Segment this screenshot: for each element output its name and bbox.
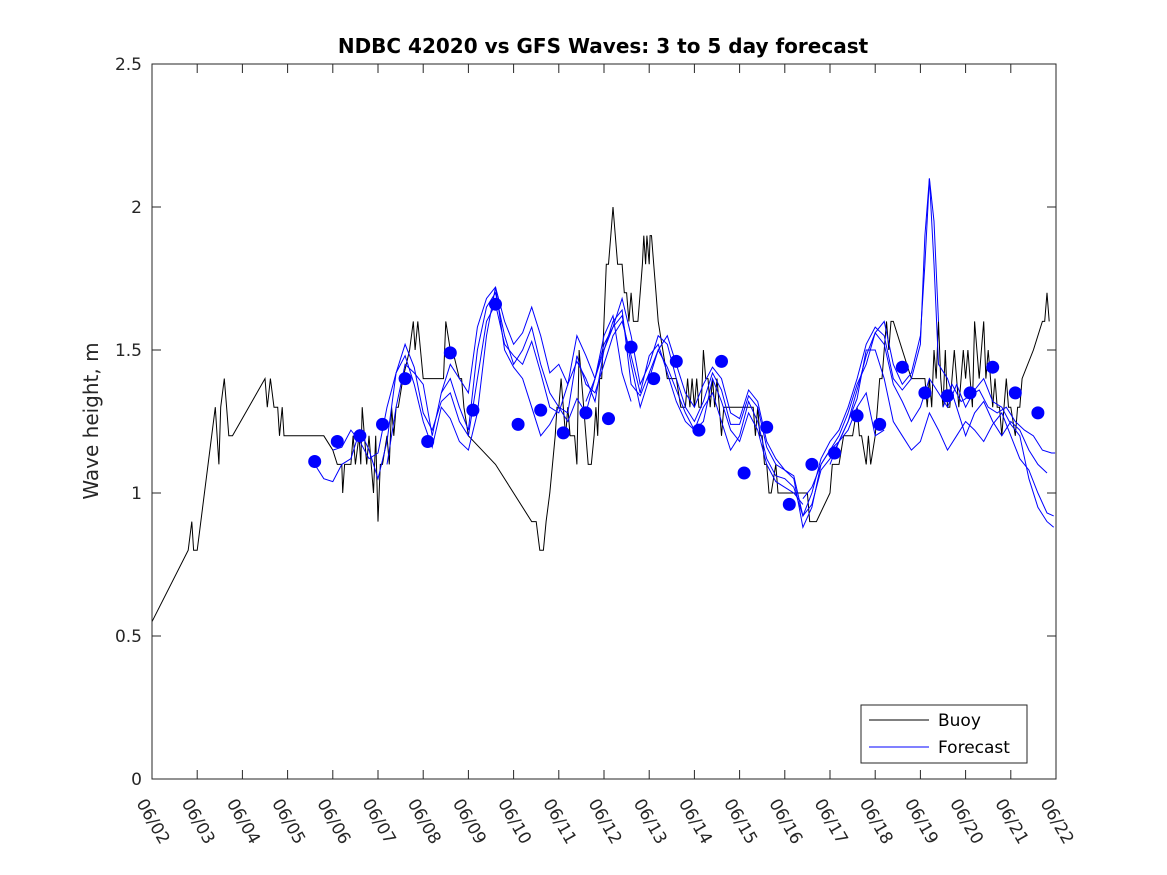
forecast-dot-28 (918, 386, 932, 400)
y-tick-label-4: 2 (131, 198, 142, 218)
x-tick-label-8: 06/10 (493, 796, 535, 848)
x-tick-label-6: 06/08 (403, 796, 445, 848)
forecast-dot-19 (715, 354, 728, 368)
forecast-dot-3 (353, 429, 367, 443)
x-tick-label-7: 06/09 (448, 796, 490, 848)
forecast-dot-18 (692, 423, 706, 437)
y-tick-label-0: 0 (131, 770, 142, 790)
x-tick-label-5: 06/07 (358, 796, 400, 848)
y-tick-label-2: 1 (131, 484, 142, 504)
forecast-dots (308, 297, 1045, 511)
x-tick-label-14: 06/16 (764, 796, 806, 848)
forecast-dot-17 (669, 354, 683, 368)
forecast-dot-15 (624, 340, 638, 354)
forecast-dot-32 (1008, 386, 1022, 400)
buoy-series (152, 206, 1050, 622)
forecast-run-4 (440, 178, 939, 529)
forecast-dot-27 (895, 360, 909, 374)
forecast-dot-20 (737, 466, 751, 480)
forecast-dot-12 (556, 426, 570, 440)
forecast-dot-21 (760, 420, 774, 434)
forecast-dot-4 (376, 417, 389, 431)
x-tick-label-13: 06/15 (719, 796, 761, 848)
x-tick-label-9: 06/11 (538, 796, 580, 848)
forecast-dot-9 (489, 297, 502, 311)
forecast-dot-6 (421, 435, 435, 448)
x-tick-label-0: 06/02 (132, 796, 174, 848)
forecast-dot-5 (398, 372, 412, 386)
x-tick-label-19: 06/21 (990, 796, 1032, 848)
forecast-run-6 (802, 331, 1055, 528)
legend-buoy-label: Buoy (938, 711, 981, 731)
forecast-run-1 (314, 287, 632, 483)
x-tick-label-11: 06/13 (629, 796, 671, 848)
x-tick-label-20: 06/22 (1036, 796, 1078, 848)
y-axis-label: Wave height, m (79, 342, 103, 499)
chart-title: NDBC 42020 vs GFS Waves: 3 to 5 day fore… (338, 34, 869, 58)
forecast-dot-25 (850, 409, 864, 423)
y-tick-label-1: 0.5 (115, 627, 142, 647)
forecast-dot-16 (647, 372, 661, 386)
y-axis: 0 0.5 1 1.5 2 2.5 (115, 55, 1056, 790)
x-tick-label-12: 06/14 (674, 796, 716, 848)
forecast-dot-22 (782, 497, 796, 511)
y-tick-label-5: 2.5 (115, 55, 142, 75)
forecast-run-3 (386, 291, 885, 517)
x-tick-label-15: 06/17 (810, 796, 852, 848)
forecast-dot-13 (579, 406, 593, 420)
forecast-dot-30 (963, 386, 977, 400)
x-tick-label-17: 06/19 (900, 796, 942, 848)
forecast-dot-33 (1031, 406, 1045, 420)
x-tick-label-4: 06/06 (312, 796, 354, 848)
forecast-series (314, 178, 1056, 529)
forecast-dot-8 (466, 403, 480, 417)
y-tick-label-3: 1.5 (115, 341, 142, 361)
forecast-dot-31 (986, 360, 1000, 374)
x-tick-label-18: 06/20 (945, 796, 987, 848)
forecast-dot-7 (443, 346, 457, 360)
forecast-dot-26 (873, 417, 887, 431)
x-tick-label-2: 06/04 (222, 796, 264, 848)
forecast-dot-24 (828, 446, 841, 460)
forecast-run-7 (829, 349, 1054, 517)
forecast-dot-11 (534, 403, 548, 417)
forecast-dot-2 (330, 435, 344, 448)
forecast-dot-29 (941, 389, 954, 403)
legend: Buoy Forecast (860, 704, 1028, 764)
forecast-run-8 (942, 383, 1056, 454)
forecast-dot-10 (511, 417, 525, 431)
forecast-dot-1 (308, 455, 322, 468)
legend-forecast-label: Forecast (938, 738, 1010, 758)
forecast-dot-23 (805, 457, 819, 471)
x-tick-label-3: 06/05 (267, 796, 309, 848)
x-tick-label-16: 06/18 (855, 796, 897, 848)
buoy-line (152, 206, 1050, 622)
forecast-dot-14 (602, 412, 615, 426)
legend-box (860, 704, 1028, 764)
x-tick-label-10: 06/12 (584, 796, 626, 848)
forecast-run-5 (585, 178, 1048, 518)
x-tick-label-1: 06/03 (177, 796, 219, 848)
forecast-run-2 (332, 302, 804, 505)
